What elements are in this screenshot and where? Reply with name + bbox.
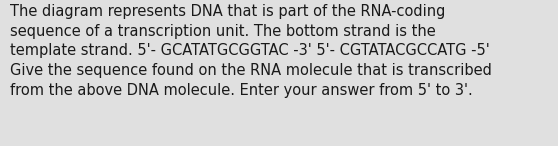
- Text: The diagram represents DNA that is part of the RNA-coding
sequence of a transcri: The diagram represents DNA that is part …: [10, 4, 492, 98]
